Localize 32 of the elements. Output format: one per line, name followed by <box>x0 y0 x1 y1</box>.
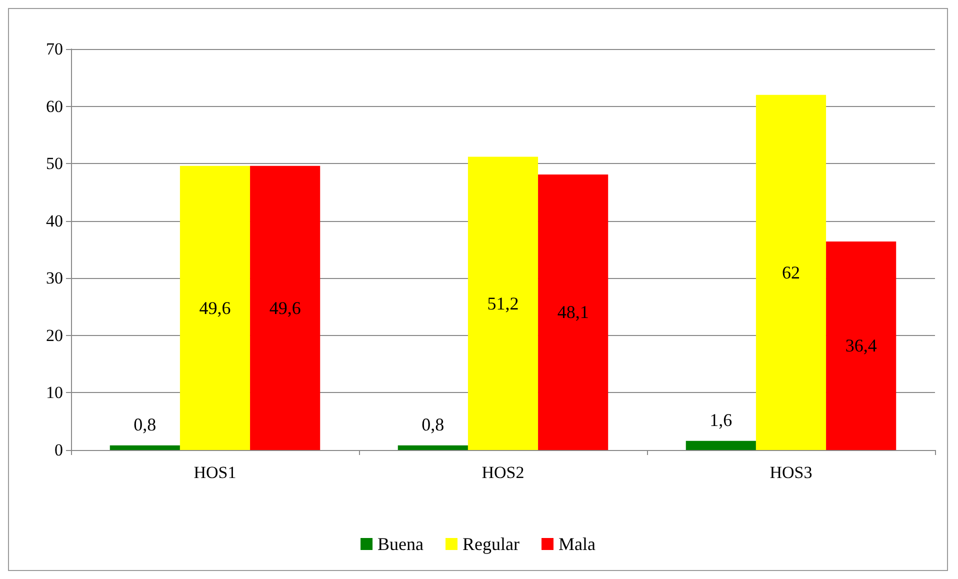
y-tick-label: 40 <box>46 211 63 230</box>
bar <box>468 156 538 450</box>
data-label: 51,2 <box>487 293 519 314</box>
bar <box>110 445 180 450</box>
x-tick-label: HOS1 <box>194 463 236 482</box>
data-label: 49,6 <box>199 298 231 318</box>
data-label: 48,1 <box>557 302 589 322</box>
data-label: 0,8 <box>422 414 444 434</box>
y-tick-label: 0 <box>54 440 63 460</box>
y-tick-label: 60 <box>46 96 63 116</box>
legend-label: Buena <box>378 534 424 554</box>
data-label: 1,6 <box>710 410 732 430</box>
bar <box>180 166 250 450</box>
legend-label: Regular <box>462 534 520 554</box>
y-tick-label: 30 <box>46 268 63 288</box>
bar <box>250 166 320 450</box>
data-label: 36,4 <box>845 336 877 356</box>
legend-label: Mala <box>558 534 596 554</box>
data-label: 49,6 <box>269 298 301 318</box>
y-tick-label: 50 <box>46 154 63 174</box>
bar <box>398 445 468 450</box>
x-tick-label: HOS3 <box>770 463 812 482</box>
y-tick-label: 70 <box>46 40 63 58</box>
data-label: 0,8 <box>134 414 156 434</box>
bar <box>538 174 608 450</box>
x-tick-label: HOS2 <box>482 463 524 482</box>
bar <box>826 241 896 450</box>
bar <box>756 94 826 450</box>
bar <box>686 440 756 450</box>
y-tick-label: 20 <box>46 326 63 345</box>
data-label: 62 <box>782 262 800 282</box>
y-tick-label: 10 <box>46 383 63 402</box>
